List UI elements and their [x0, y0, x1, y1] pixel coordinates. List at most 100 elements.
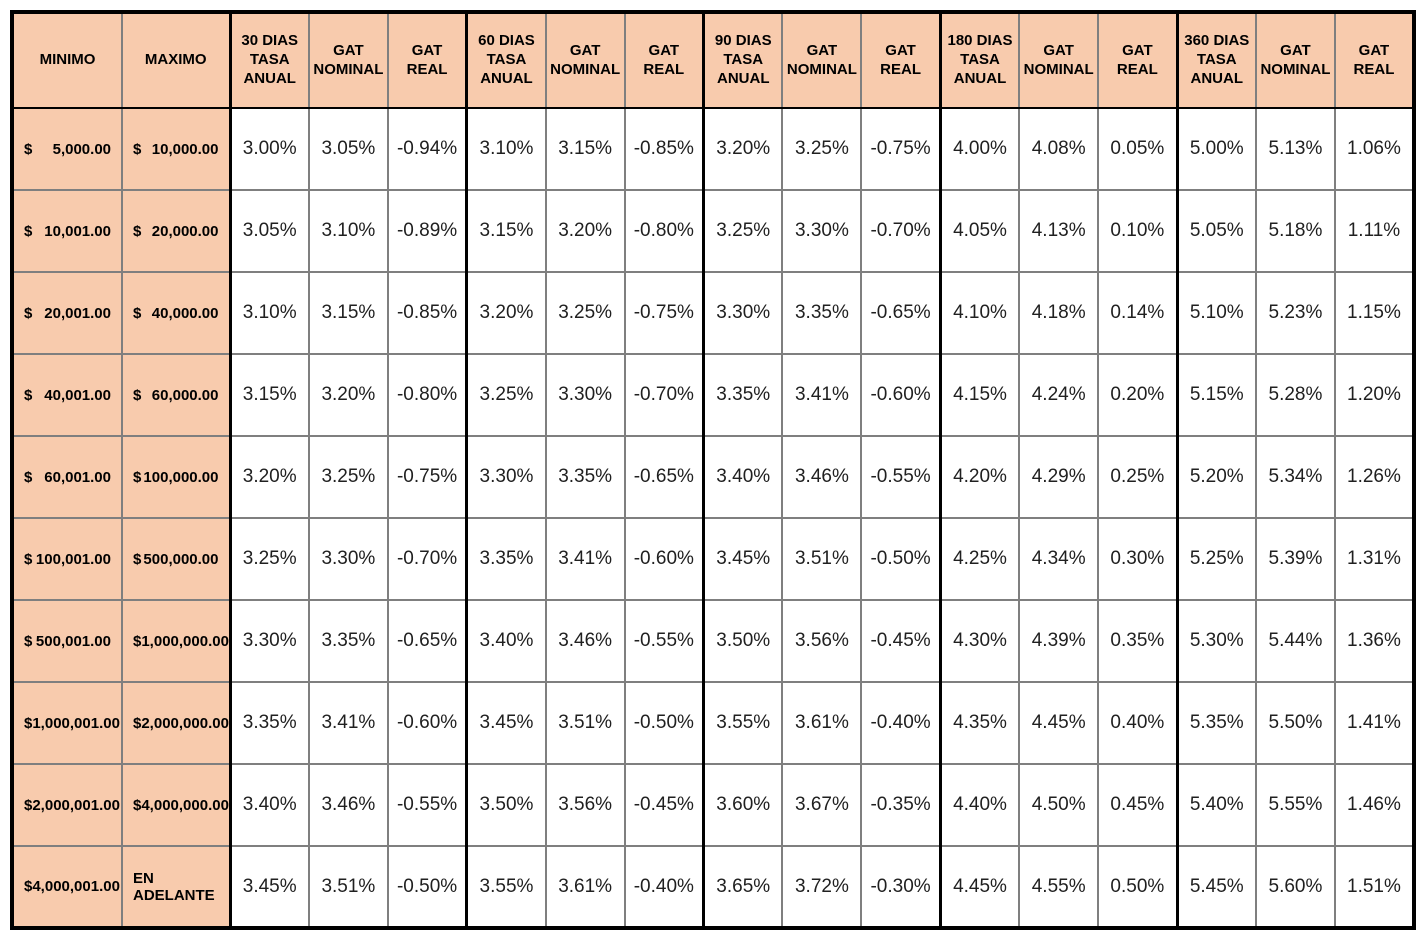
- rate-cell: -0.50%: [386, 845, 468, 929]
- rate-cell: 3.05%: [307, 107, 389, 191]
- rate-cell: -0.70%: [386, 517, 468, 601]
- rate-cell: 5.10%: [1175, 271, 1257, 355]
- minimo-amount: 60,001.00: [44, 468, 111, 486]
- minimo-amount: 500,001.00: [35, 632, 111, 650]
- currency-symbol: $: [133, 550, 142, 568]
- rate-cell: 4.40%: [938, 763, 1021, 847]
- rate-cell: -0.85%: [386, 271, 468, 355]
- maximo-amount: 40,000.00: [151, 304, 219, 322]
- rate-cell: 3.50%: [465, 763, 547, 847]
- minimo-amount: 5,000.00: [52, 140, 111, 158]
- rate-cell: 5.00%: [1175, 107, 1257, 191]
- rate-cell: 3.40%: [465, 599, 547, 683]
- rate-cell: 4.35%: [938, 681, 1021, 765]
- currency-symbol: $: [24, 714, 33, 732]
- rate-cell: 0.14%: [1097, 271, 1179, 355]
- column-header-gat-nominal: GAT NOMINAL: [307, 11, 389, 109]
- currency-symbol: $: [133, 796, 142, 814]
- currency-symbol: $: [133, 468, 142, 486]
- rate-cell: 3.56%: [781, 599, 863, 683]
- rate-cell: 4.15%: [938, 353, 1021, 437]
- minimo-amount: 20,001.00: [44, 304, 111, 322]
- rate-cell: 3.10%: [307, 189, 389, 273]
- rate-cell: 3.30%: [465, 435, 547, 519]
- rate-cell: 3.25%: [781, 107, 863, 191]
- minimo-amount: 40,001.00: [44, 386, 111, 404]
- rate-cell: 5.13%: [1254, 107, 1336, 191]
- maximo-amount: 60,000.00: [151, 386, 219, 404]
- column-header-60dias-tasa: 60 DIAS TASA ANUAL: [465, 11, 547, 109]
- rate-cell: 3.61%: [544, 845, 626, 929]
- minimo-cell: $ 20,001.00: [11, 271, 123, 355]
- rate-cell: 0.45%: [1097, 763, 1179, 847]
- column-header-gat-real: GAT REAL: [386, 11, 468, 109]
- currency-symbol: $: [133, 222, 142, 240]
- rate-cell: -0.50%: [860, 517, 942, 601]
- rate-cell: -0.40%: [623, 845, 705, 929]
- currency-symbol: $: [133, 386, 142, 404]
- rate-cell: 3.25%: [465, 353, 547, 437]
- maximo-cell: $ 1,000,000.00: [121, 599, 231, 683]
- rate-cell: 3.45%: [228, 845, 310, 929]
- rate-cell: 3.65%: [702, 845, 784, 929]
- rate-cell: -0.65%: [623, 435, 705, 519]
- rate-cell: 1.36%: [1333, 599, 1416, 683]
- rate-cell: 3.25%: [702, 189, 784, 273]
- rate-cell: -0.65%: [860, 271, 942, 355]
- rate-cell: -0.94%: [386, 107, 468, 191]
- rate-cell: 3.35%: [781, 271, 863, 355]
- maximo-cell: EN ADELANTE: [121, 845, 231, 929]
- rate-cell: 3.40%: [228, 763, 310, 847]
- rate-cell: -0.75%: [623, 271, 705, 355]
- rate-cell: 4.45%: [938, 845, 1021, 929]
- rate-cell: -0.55%: [623, 599, 705, 683]
- rate-cell: 4.29%: [1018, 435, 1100, 519]
- rate-cell: 0.20%: [1097, 353, 1179, 437]
- column-header-30dias-tasa: 30 DIAS TASA ANUAL: [228, 11, 310, 109]
- rate-cell: 5.20%: [1175, 435, 1257, 519]
- rate-cell: -0.35%: [860, 763, 942, 847]
- rate-cell: 4.13%: [1018, 189, 1100, 273]
- rate-cell: 5.28%: [1254, 353, 1336, 437]
- maximo-amount: 500,000.00: [143, 550, 219, 568]
- rate-cell: -0.80%: [623, 189, 705, 273]
- table-body: $ 5,000.00 $ 10,000.00 3.00% 3.05% -0.94% 3…: [11, 107, 1416, 929]
- maximo-amount: 100,000.00: [143, 468, 219, 486]
- currency-symbol: $: [24, 222, 33, 240]
- rate-cell: 3.35%: [702, 353, 784, 437]
- rate-cell: 3.25%: [228, 517, 310, 601]
- rate-cell: 3.61%: [781, 681, 863, 765]
- maximo-amount: 2,000,000.00: [141, 714, 229, 732]
- maximo-amount: 10,000.00: [151, 140, 219, 158]
- rate-cell: 4.00%: [938, 107, 1021, 191]
- minimo-amount: 4,000,001.00: [32, 878, 120, 895]
- rate-cell: 5.39%: [1254, 517, 1336, 601]
- maximo-cell: $ 4,000,000.00: [121, 763, 231, 847]
- rate-cell: 3.46%: [544, 599, 626, 683]
- rate-cell: 1.11%: [1333, 189, 1416, 273]
- rate-cell: 5.45%: [1175, 845, 1257, 929]
- rate-cell: 3.45%: [465, 681, 547, 765]
- rate-cell: 3.46%: [307, 763, 389, 847]
- rate-cell: 0.05%: [1097, 107, 1179, 191]
- maximo-cell: $ 20,000.00: [121, 189, 231, 273]
- rate-cell: 3.20%: [228, 435, 310, 519]
- rate-cell: 5.34%: [1254, 435, 1336, 519]
- rate-cell: 1.06%: [1333, 107, 1416, 191]
- column-header-gat-nominal: GAT NOMINAL: [544, 11, 626, 109]
- minimo-cell: $ 500,001.00: [11, 599, 123, 683]
- rate-cell: -0.70%: [860, 189, 942, 273]
- rate-cell: -0.60%: [386, 681, 468, 765]
- rate-cell: 3.00%: [228, 107, 310, 191]
- rate-cell: 5.30%: [1175, 599, 1257, 683]
- rate-cell: -0.55%: [860, 435, 942, 519]
- minimo-cell: $ 5,000.00: [11, 107, 123, 191]
- column-header-180dias-tasa: 180 DIAS TASA ANUAL: [938, 11, 1021, 109]
- rate-cell: 0.40%: [1097, 681, 1179, 765]
- rate-cell: 0.50%: [1097, 845, 1179, 929]
- rate-cell: 4.18%: [1018, 271, 1100, 355]
- rate-cell: 0.30%: [1097, 517, 1179, 601]
- currency-symbol: $: [24, 468, 33, 486]
- column-header-90dias-tasa: 90 DIAS TASA ANUAL: [702, 11, 784, 109]
